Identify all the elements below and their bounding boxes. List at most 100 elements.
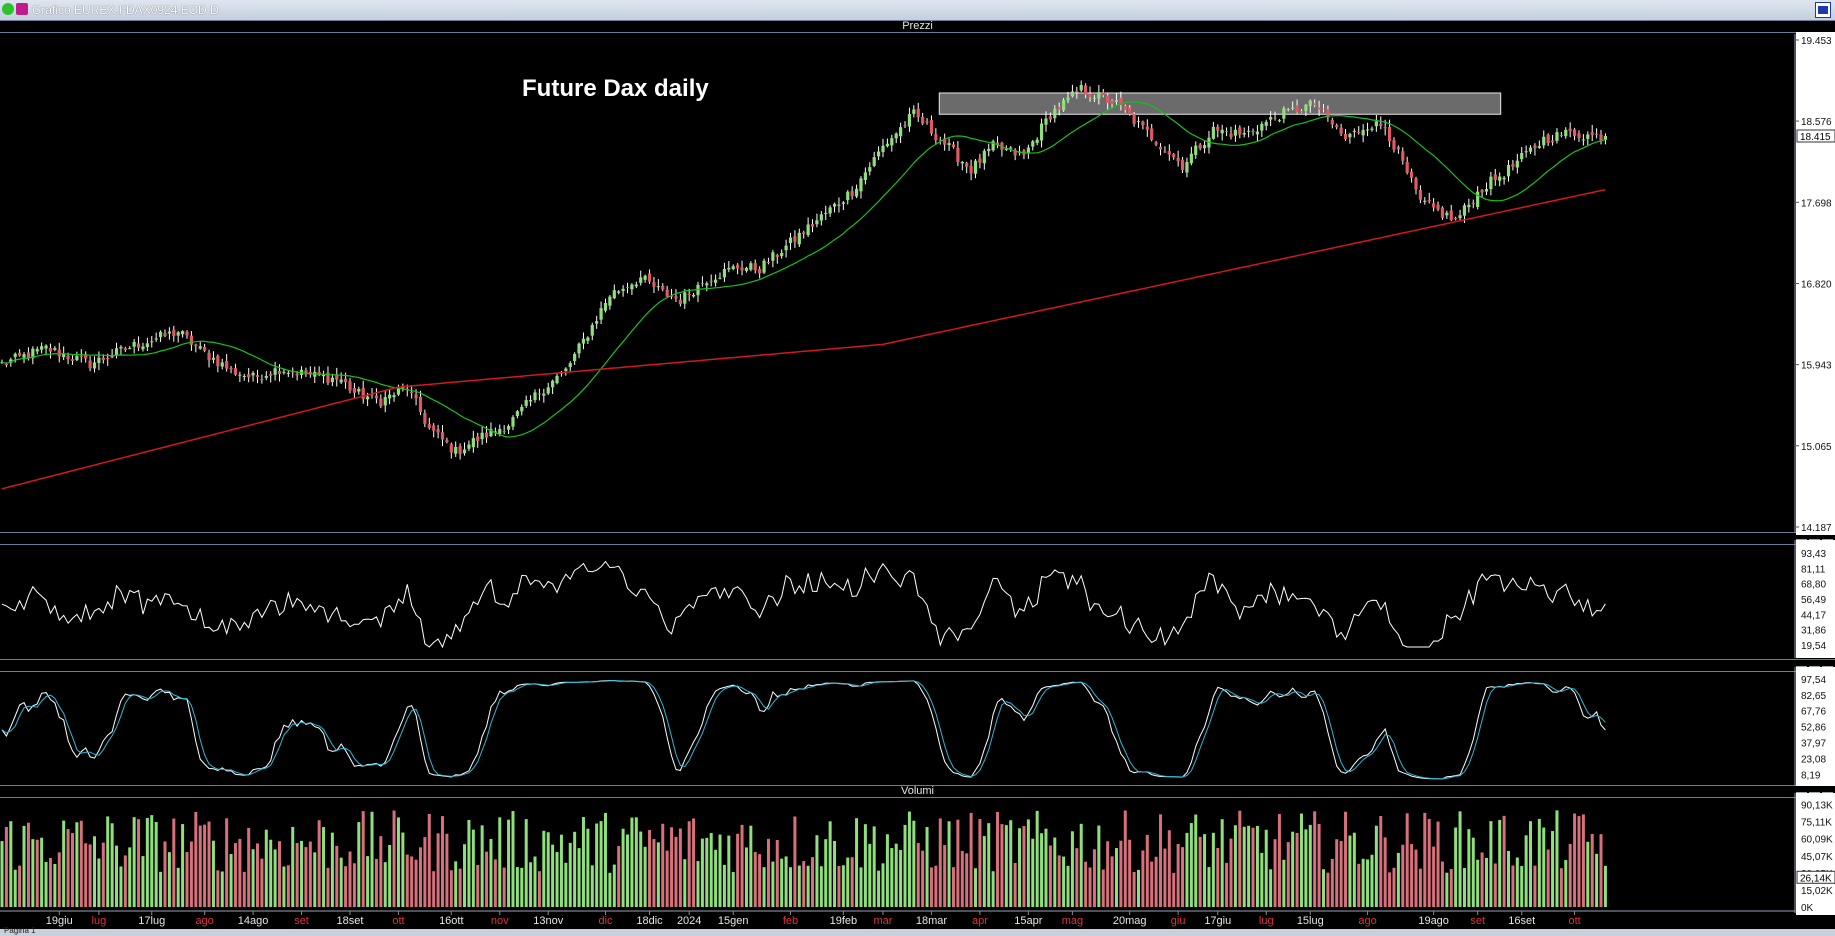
volume-bar <box>1119 840 1123 907</box>
volume-bar <box>172 818 176 907</box>
page-tab-label[interactable]: Pagina 1 <box>4 926 36 935</box>
volume-bar <box>678 828 682 907</box>
volume-bar <box>780 858 784 907</box>
volume-bar <box>1344 811 1348 907</box>
candle-body <box>1216 126 1220 131</box>
candle-body <box>445 440 449 442</box>
volume-bar <box>1247 825 1251 907</box>
candle-body <box>1348 134 1352 138</box>
candle-body <box>766 261 771 263</box>
volume-bar <box>617 846 621 907</box>
candle-body <box>978 158 982 163</box>
volume-bar <box>938 818 942 907</box>
volume-bar <box>278 841 282 907</box>
volume-bar <box>700 838 704 907</box>
volume-bar <box>850 857 854 907</box>
volume-bar <box>1595 853 1599 907</box>
volume-bar <box>1308 824 1312 907</box>
candle-body <box>374 395 379 399</box>
candle-body <box>92 362 97 369</box>
candle-body <box>1454 218 1458 220</box>
candle-body <box>1595 133 1599 135</box>
candle-body <box>846 191 850 201</box>
window-maximize-icon[interactable] <box>1815 2 1831 18</box>
volume-bar <box>929 867 933 907</box>
volume-bar <box>863 824 867 907</box>
volume-bar <box>1348 835 1352 907</box>
volume-bar <box>1114 848 1118 907</box>
volume-bar <box>1603 865 1607 907</box>
candle-body <box>511 417 515 427</box>
volume-bar <box>273 849 277 907</box>
oscillator-tick-label: 31,86 <box>1801 626 1826 637</box>
candle-body <box>150 341 154 343</box>
volume-bar <box>1313 811 1317 907</box>
candle-body <box>1084 85 1088 95</box>
price-panel-header: Prezzi <box>0 20 1835 33</box>
candle-body <box>1387 126 1392 142</box>
volume-bar <box>722 864 726 907</box>
volume-bar <box>1357 863 1361 907</box>
candle-body <box>1172 154 1176 158</box>
candle-body <box>1317 107 1321 110</box>
volume-bar <box>537 871 541 907</box>
candle-body <box>1572 129 1577 137</box>
volume-bar <box>198 825 202 907</box>
volume-bar <box>802 861 806 907</box>
volume-bar <box>978 819 982 907</box>
candle-body <box>13 353 17 358</box>
candle-body <box>1339 127 1343 134</box>
volume-bar <box>370 811 374 907</box>
candle-body <box>1515 160 1519 168</box>
candle-body <box>352 388 356 393</box>
x-tick-label: dic <box>598 915 613 927</box>
candle-body <box>577 343 581 354</box>
volume-bar <box>119 866 123 907</box>
candle-body <box>1202 145 1207 149</box>
volume-bar <box>1410 843 1414 907</box>
volume-bar <box>1436 821 1440 907</box>
candle-body <box>881 145 885 153</box>
volume-bar <box>1282 859 1286 907</box>
volume-tick-label: 15,02K <box>1801 886 1833 897</box>
candle-body <box>282 371 286 373</box>
volume-bar <box>542 830 546 907</box>
volume-bar <box>427 813 431 907</box>
menu-arrow-icon[interactable] <box>16 3 28 15</box>
candle-body <box>1577 133 1581 139</box>
candle-body <box>793 236 797 242</box>
volume-bar <box>1374 825 1378 907</box>
volume-bar <box>1062 856 1066 907</box>
candle-body <box>396 388 401 395</box>
volume-bar <box>837 865 841 907</box>
candle-body <box>1070 91 1075 97</box>
volume-bar <box>555 852 559 907</box>
volume-bar <box>414 859 418 907</box>
candle-body <box>1590 132 1594 135</box>
candle-body <box>674 296 678 299</box>
volume-bar <box>736 833 740 907</box>
status-dot-icon <box>2 3 14 15</box>
candle-body <box>1392 140 1396 150</box>
volume-bar <box>515 867 519 907</box>
candle-body <box>48 347 53 352</box>
candle-body <box>1418 189 1423 200</box>
candle-body <box>1326 109 1330 118</box>
volume-bar <box>1432 846 1436 907</box>
volume-bar <box>1048 845 1052 907</box>
oscillator-tick-label: 56,49 <box>1801 595 1826 606</box>
volume-bar <box>881 863 885 907</box>
volume-bar <box>485 851 489 907</box>
volume-bar <box>13 869 17 907</box>
volume-bar <box>1092 849 1096 907</box>
volume-bar <box>960 850 964 907</box>
x-tick-label: lug <box>92 915 107 927</box>
volume-bar <box>634 817 638 907</box>
candle-body <box>62 353 66 358</box>
volume-bar <box>247 827 251 907</box>
candle-body <box>1542 136 1546 146</box>
candle-body <box>330 377 334 383</box>
volume-bar <box>441 816 444 907</box>
price-tick-label: 15.943 <box>1801 361 1832 372</box>
